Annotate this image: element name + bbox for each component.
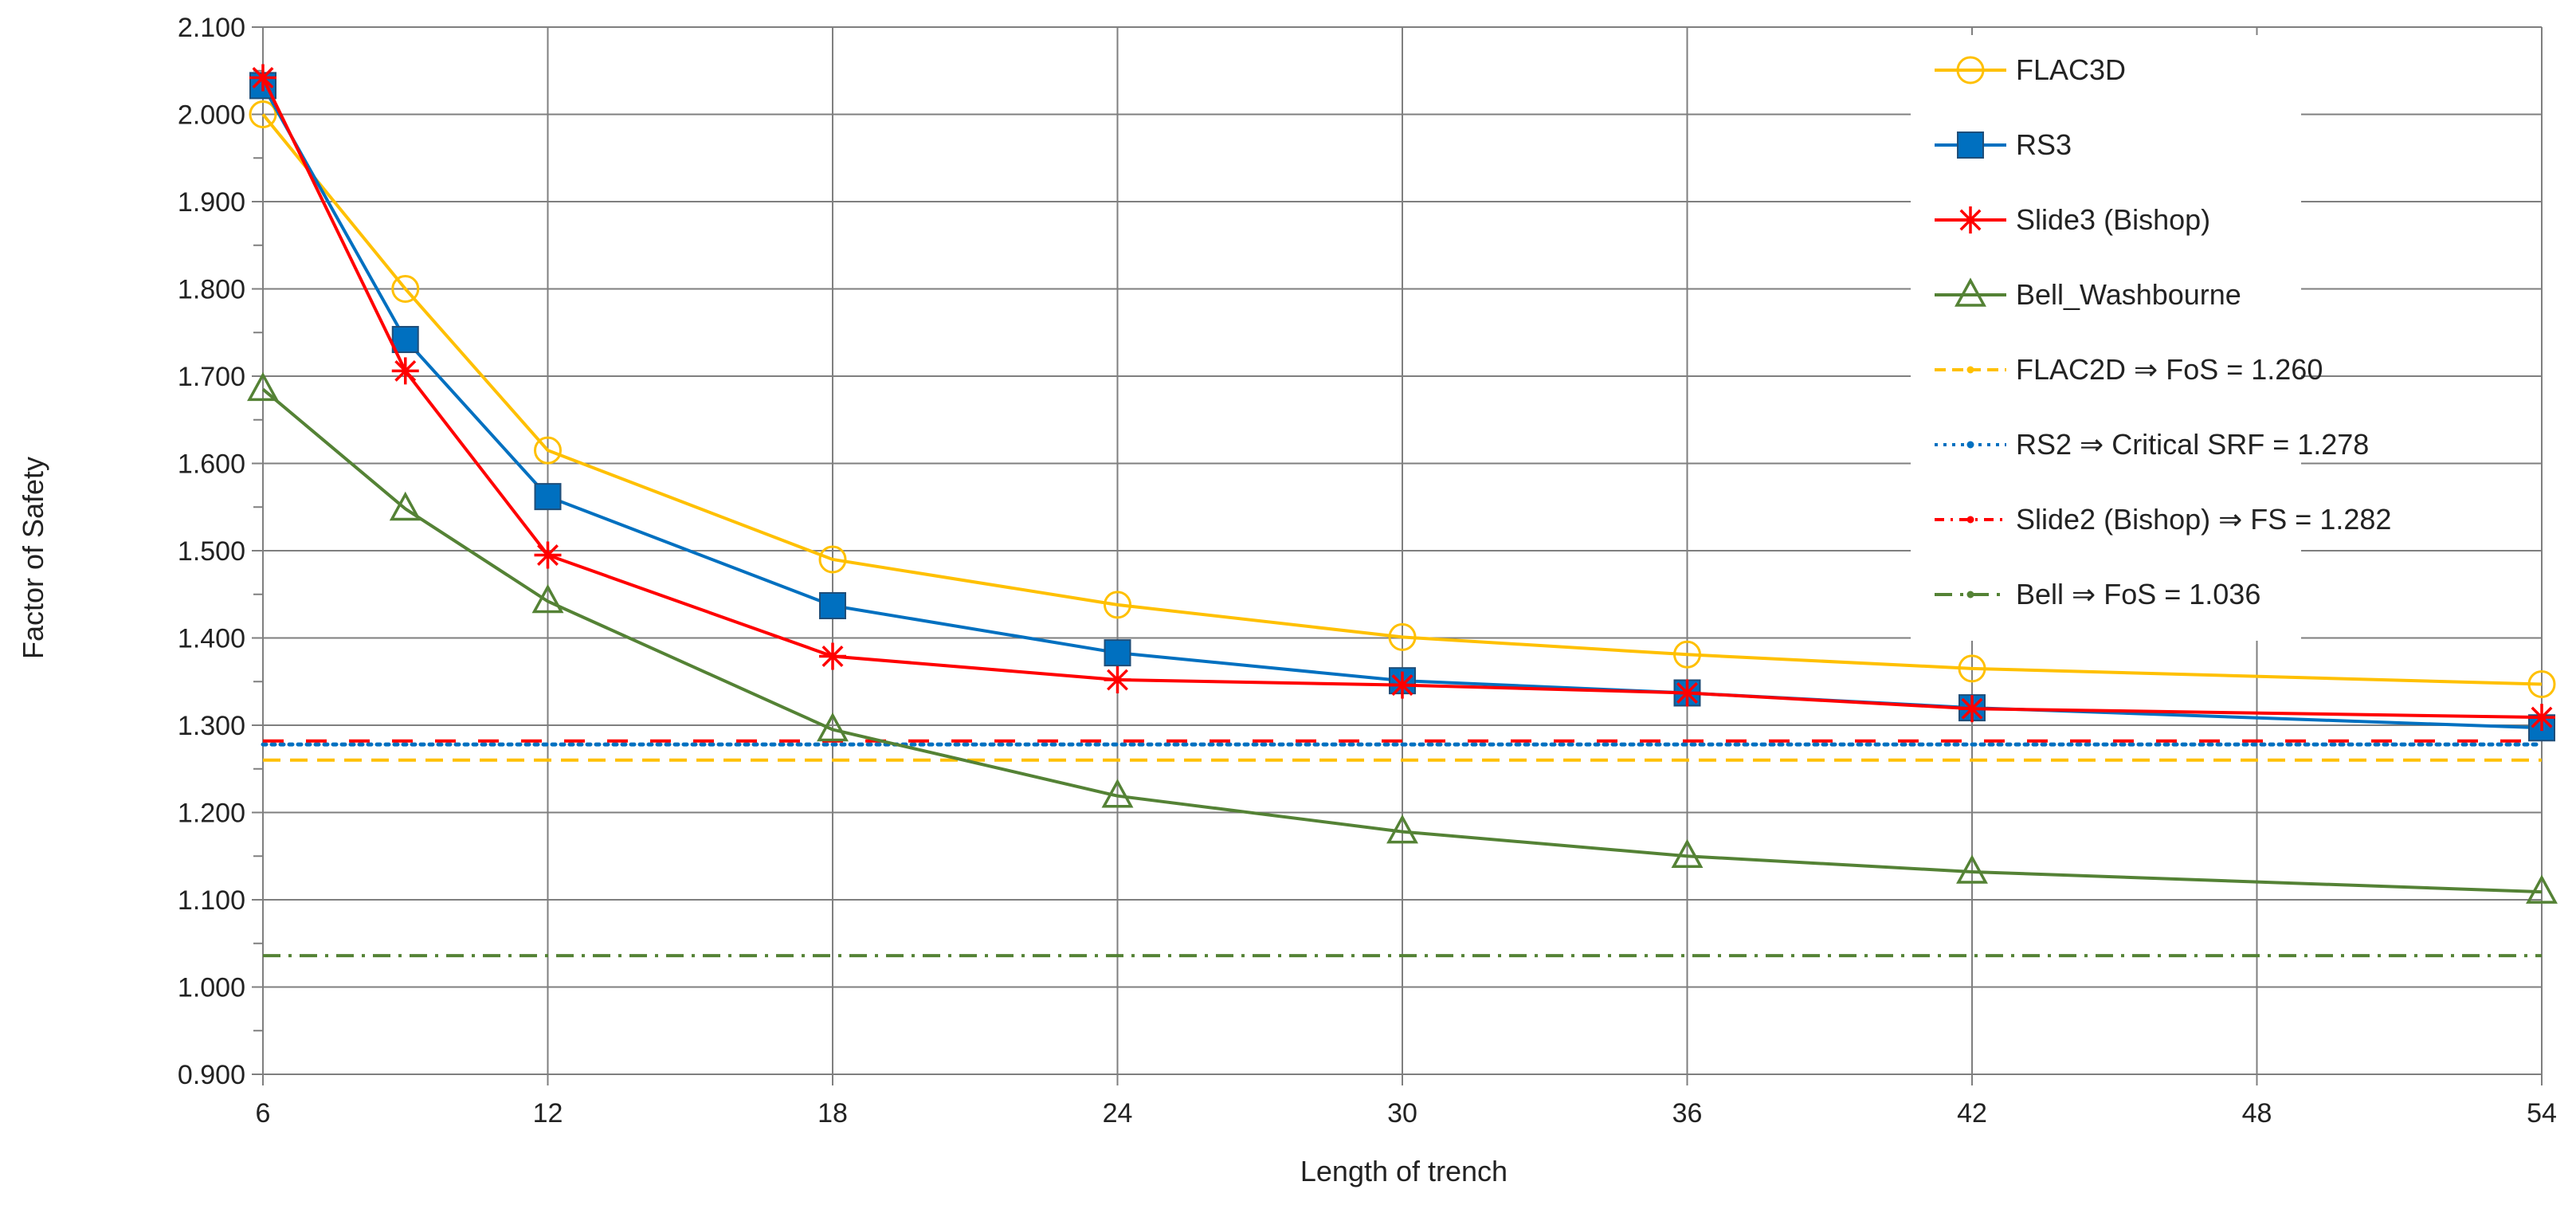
- y-tick-label: 1.700: [178, 362, 245, 392]
- legend-swatch-marker: [1957, 206, 1984, 234]
- data-point: [249, 64, 276, 92]
- data-point: [534, 436, 562, 465]
- data-point: [1956, 854, 1988, 884]
- legend-swatch-marker: [1957, 131, 1984, 159]
- legend-swatch-marker: [1966, 441, 1974, 449]
- legend-swatch-marker: [1966, 366, 1974, 374]
- legend-label: Slide2 (Bishop) ⇒ FS = 1.282: [2016, 503, 2391, 536]
- data-point: [819, 642, 846, 670]
- data-point: [1101, 779, 1134, 808]
- data-point: [531, 583, 564, 614]
- data-point: [2527, 670, 2556, 699]
- x-tick-label: 30: [1387, 1098, 1417, 1128]
- legend-label: FLAC2D ⇒ FoS = 1.260: [2016, 353, 2323, 386]
- legend-entry: Bell ⇒ FoS = 1.036: [1935, 578, 2260, 610]
- y-tick-label: 1.000: [178, 973, 245, 1003]
- legend-label: Bell ⇒ FoS = 1.036: [2016, 578, 2260, 610]
- series-line: [261, 113, 2543, 686]
- y-tick-label: 1.600: [178, 449, 245, 480]
- data-point: [1673, 640, 1701, 669]
- legend: FLAC3D RS3 Slide3 (Bishop) Bell_Washbourne F…: [1911, 35, 2391, 641]
- x-axis-title: Length of trench: [1300, 1155, 1508, 1187]
- y-tick-label: 1.400: [178, 624, 245, 654]
- legend-entry: RS2 ⇒ Critical SRF = 1.278: [1935, 428, 2369, 461]
- data-point: [1671, 838, 1704, 868]
- legend-swatch-marker: [1955, 277, 1986, 307]
- data-point: [391, 357, 419, 385]
- data-point: [1958, 695, 1986, 723]
- series-0: [249, 100, 2556, 699]
- series-line: [261, 387, 2543, 894]
- data-point: [1386, 814, 1418, 844]
- y-tick-label: 1.300: [178, 711, 245, 741]
- data-point: [2528, 704, 2555, 732]
- legend-swatch-marker: [1966, 516, 1974, 524]
- data-point: [389, 491, 421, 521]
- legend-label: Slide3 (Bishop): [2016, 203, 2210, 236]
- legend-entry: FLAC2D ⇒ FoS = 1.260: [1935, 353, 2323, 386]
- legend-swatch-marker: [1956, 56, 1985, 84]
- series-3: [247, 371, 2558, 904]
- data-point: [818, 545, 847, 574]
- data-point: [534, 483, 562, 511]
- x-tick-label: 42: [1957, 1098, 1987, 1128]
- x-tick-label: 6: [256, 1098, 271, 1128]
- legend-background: [1911, 35, 2301, 641]
- y-tick-label: 1.200: [178, 799, 245, 829]
- data-point: [1389, 671, 1416, 699]
- legend-entry: Slide2 (Bishop) ⇒ FS = 1.282: [1935, 503, 2391, 536]
- y-tick-label: 1.500: [178, 536, 245, 567]
- series-2: [249, 64, 2555, 732]
- y-tick-label: 1.800: [178, 275, 245, 305]
- data-point: [1958, 654, 1986, 683]
- y-tick-label: 1.900: [178, 187, 245, 218]
- y-tick-label: 2.100: [178, 13, 245, 43]
- data-point: [391, 326, 419, 354]
- y-axis-title: Factor of Safety: [17, 457, 49, 659]
- data-point: [817, 712, 849, 742]
- legend-entry: Slide3 (Bishop): [1935, 203, 2210, 236]
- y-tick-label: 2.000: [178, 100, 245, 131]
- data-point: [819, 591, 846, 619]
- data-point: [534, 541, 562, 569]
- y-tick-label: 1.100: [178, 885, 245, 916]
- data-point: [1104, 666, 1131, 694]
- data-point: [1104, 639, 1131, 667]
- x-tick-label: 36: [1672, 1098, 1703, 1128]
- data-point: [1673, 679, 1701, 707]
- legend-entry: RS3: [1935, 128, 2072, 161]
- x-tick-label: 48: [2242, 1098, 2272, 1128]
- data-point: [1104, 591, 1131, 619]
- y-tick-label: 0.900: [178, 1060, 245, 1090]
- legend-label: Bell_Washbourne: [2016, 278, 2241, 311]
- series-layer: [247, 64, 2558, 958]
- data-point: [391, 275, 420, 303]
- axis-layer: 0.900 1.000 1.100 1.200 1.300 1.400 1.500 1.600…: [178, 13, 2557, 1128]
- x-tick-label: 18: [817, 1098, 848, 1128]
- x-tick-label: 24: [1103, 1098, 1133, 1128]
- x-tick-label: 54: [2527, 1098, 2557, 1128]
- data-point: [247, 371, 279, 402]
- legend-label: RS2 ⇒ Critical SRF = 1.278: [2016, 428, 2369, 461]
- legend-entry: Bell_Washbourne: [1935, 277, 2241, 311]
- legend-label: FLAC3D: [2016, 53, 2126, 86]
- legend-label: RS3: [2016, 128, 2072, 161]
- legend-entry: FLAC3D: [1935, 53, 2126, 86]
- legend-swatch-marker: [1966, 591, 1974, 599]
- data-point: [2526, 874, 2558, 904]
- x-tick-label: 12: [533, 1098, 563, 1128]
- data-point: [249, 100, 277, 128]
- data-point: [1388, 622, 1417, 651]
